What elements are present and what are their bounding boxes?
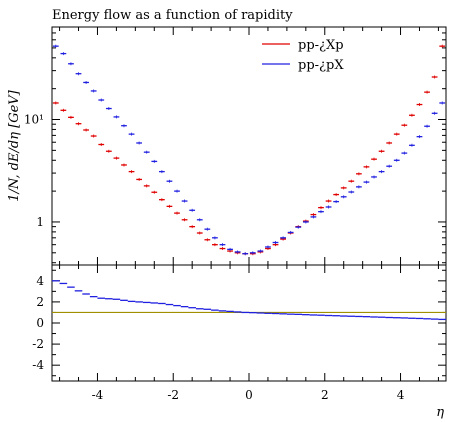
ratio-y-tick-label: -4 xyxy=(32,358,44,372)
ratio-y-tick-label: 2 xyxy=(36,295,44,309)
x-tick-label: 2 xyxy=(321,388,329,402)
main-plot-frame xyxy=(51,26,447,266)
ratio-y-tick-label: -2 xyxy=(32,337,44,351)
main-plot-series xyxy=(52,44,446,256)
ratio-plot-frame xyxy=(51,264,447,382)
ratio-plot-series xyxy=(52,280,446,321)
y-tick-label: 1 xyxy=(36,215,44,229)
ratio-y-tick-label: 0 xyxy=(36,316,44,330)
x-axis-label: η xyxy=(436,405,444,420)
y-axis-label: 1/N, dE/dη [GeV] xyxy=(7,89,22,201)
y-tick-label: 10¹ xyxy=(24,113,44,127)
ratio-y-tick-label: 4 xyxy=(36,274,44,288)
x-tick-label: -4 xyxy=(92,388,104,402)
legend-label-series-b: pp-¿pX xyxy=(298,58,344,73)
legend-label-series-a: pp-¿Xp xyxy=(298,38,344,53)
main-axis-ticks: 1 10¹ xyxy=(24,26,446,265)
ratio-axis-ticks: -4 -2 0 2 4 4 2 0 -2 -4 xyxy=(32,265,446,402)
x-tick-label: 0 xyxy=(245,388,253,402)
chart-title: Energy flow as a function of rapidity xyxy=(52,8,293,23)
x-tick-label: -2 xyxy=(167,388,179,402)
x-tick-label: 4 xyxy=(397,388,405,402)
legend: pp-¿Xp pp-¿pX xyxy=(262,38,344,73)
